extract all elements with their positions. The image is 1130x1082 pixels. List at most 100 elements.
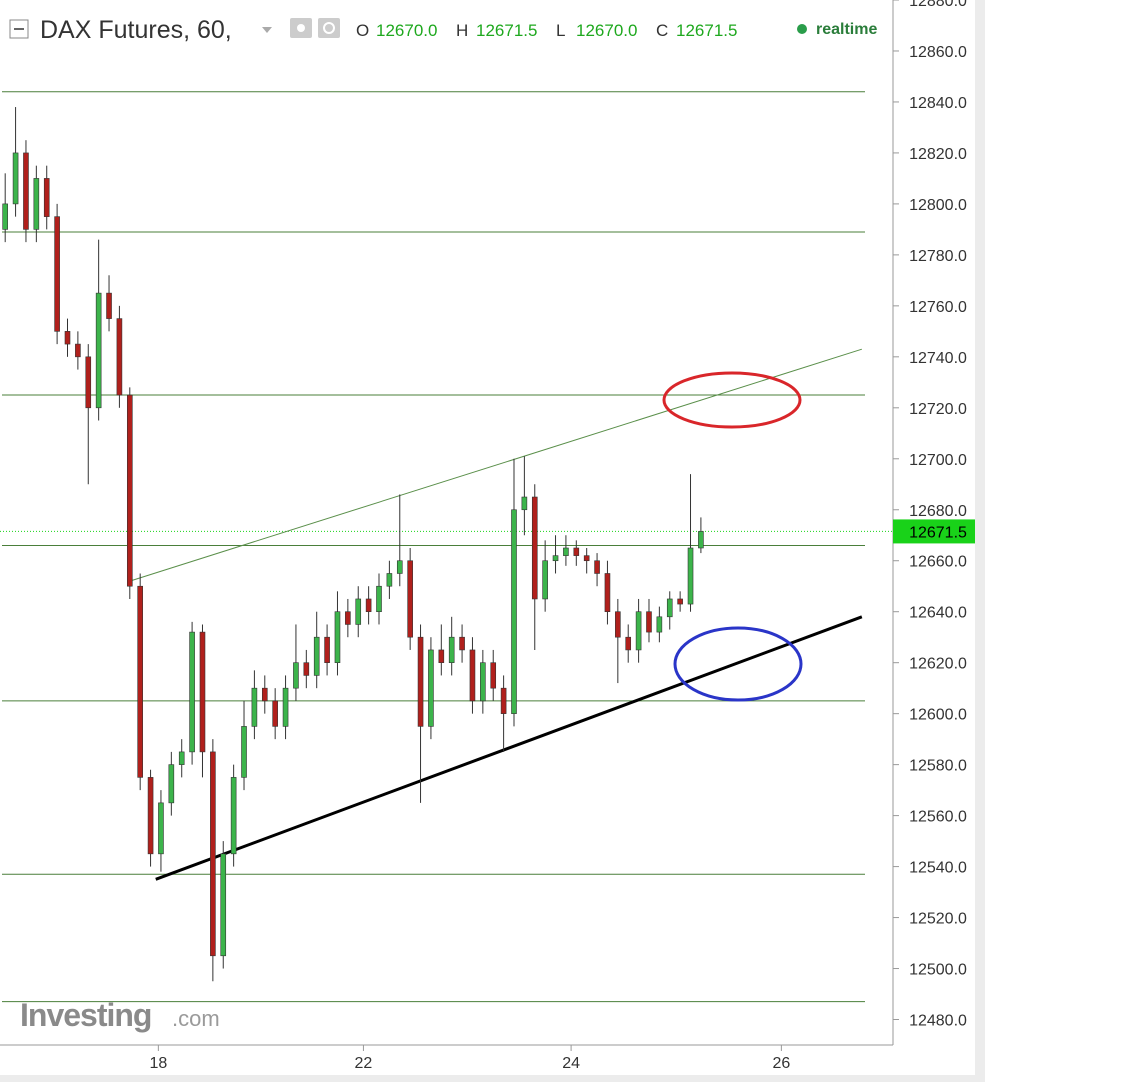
- candle-body: [334, 611, 341, 663]
- y-tick-label: 12540.0: [909, 860, 967, 877]
- candle-body: [365, 598, 372, 613]
- legend-key: L: [556, 21, 565, 40]
- candle-body: [448, 636, 455, 663]
- candle-body: [687, 547, 694, 605]
- candle-body: [635, 611, 642, 651]
- candle-body: [438, 649, 445, 663]
- candle-body: [168, 764, 175, 804]
- candle-body: [293, 662, 299, 689]
- candle-body: [355, 598, 362, 625]
- watermark: Investing .com: [20, 997, 220, 1033]
- dropdown-arrow[interactable]: [262, 27, 272, 33]
- x-tick-label: 22: [355, 1055, 373, 1072]
- settings-icon[interactable]: [318, 18, 340, 38]
- candle-body: [126, 394, 133, 587]
- candle-body: [490, 662, 497, 689]
- candle-body: [656, 616, 663, 633]
- legend-value: 12671.5: [476, 21, 537, 40]
- candle-body: [531, 496, 538, 600]
- y-tick-label: 12840.0: [909, 95, 967, 112]
- trendline: [129, 348, 862, 582]
- y-tick-label: 12640.0: [909, 605, 967, 622]
- candle-body: [324, 636, 330, 663]
- candle-body: [178, 751, 185, 765]
- ohlc-legend: O 12670.0 H 12671.5 L 12670.0 C 12671.5: [356, 21, 737, 40]
- candle-body: [428, 649, 434, 727]
- candle-body: [33, 178, 40, 230]
- x-tick-label: 24: [562, 1055, 580, 1072]
- y-tick-label: 12500.0: [909, 962, 967, 979]
- y-tick-label: 12720.0: [909, 401, 967, 418]
- candle-body: [386, 573, 393, 587]
- last-price-box: [893, 519, 975, 544]
- eye-icon-pupil: [297, 24, 305, 32]
- candle-body: [272, 700, 278, 727]
- candle-body: [563, 547, 569, 556]
- y-tick-label: 12740.0: [909, 350, 967, 367]
- side-strip: [975, 0, 985, 1082]
- y-tick-label: 12680.0: [909, 503, 967, 520]
- candle-body: [407, 560, 413, 638]
- candle-body: [376, 585, 382, 613]
- candle-body: [241, 726, 247, 778]
- x-tick-label: 18: [149, 1055, 167, 1072]
- candle-body: [54, 216, 60, 332]
- status-text: realtime: [816, 21, 877, 38]
- candle-body: [396, 560, 403, 574]
- candle-body: [282, 687, 289, 727]
- candle-body: [511, 509, 517, 714]
- annotation-ellipse: [673, 626, 803, 702]
- y-tick-label: 12480.0: [909, 1013, 967, 1030]
- candle-body: [75, 343, 81, 358]
- y-tick-label: 12660.0: [909, 554, 967, 571]
- candle-body: [137, 585, 143, 778]
- last-price-label: 12671.5: [909, 524, 967, 541]
- candle-body: [147, 777, 154, 855]
- y-tick-label: 12880.0: [909, 0, 967, 10]
- y-tick-label: 12800.0: [909, 197, 967, 214]
- candle-body: [594, 560, 600, 574]
- candle-body: [313, 636, 320, 676]
- y-tick-label: 12820.0: [909, 146, 967, 163]
- annotation-ellipse: [662, 371, 802, 429]
- candle-body: [677, 598, 683, 605]
- candle-body: [220, 853, 227, 957]
- legend-value: 12671.5: [676, 21, 737, 40]
- candle-body: [552, 555, 559, 562]
- candle-body: [251, 687, 258, 727]
- candle-body: [480, 662, 486, 702]
- y-tick-label: 12780.0: [909, 248, 967, 265]
- status-dot: [797, 24, 807, 34]
- plot-area: [0, 91, 893, 1003]
- x-tick-label: 26: [772, 1055, 790, 1072]
- candle-body: [666, 598, 673, 618]
- candle-body: [64, 331, 71, 345]
- bottom-strip: [0, 1075, 985, 1082]
- candle-body: [85, 356, 92, 409]
- y-tick-label: 12700.0: [909, 452, 967, 469]
- y-tick-label: 12760.0: [909, 299, 967, 316]
- candle-body: [646, 611, 652, 633]
- candle-body: [583, 555, 590, 562]
- candle-body: [500, 687, 507, 714]
- candle-body: [116, 318, 123, 396]
- candle-body: [417, 636, 424, 727]
- y-tick-label: 12580.0: [909, 758, 967, 775]
- legend-value: 12670.0: [376, 21, 437, 40]
- legend-key: H: [456, 21, 468, 40]
- candle-body: [521, 496, 528, 511]
- legend-value: 12670.0: [576, 21, 637, 40]
- legend-key: O: [356, 21, 369, 40]
- candle-body: [542, 560, 548, 600]
- y-tick-label: 12560.0: [909, 809, 967, 826]
- candle-body: [12, 152, 19, 205]
- candle-body: [43, 178, 50, 217]
- candle-body: [345, 611, 351, 625]
- watermark-domain: .com: [172, 1006, 220, 1031]
- candle-body: [230, 777, 237, 855]
- candle-body: [615, 611, 621, 638]
- candle-body: [625, 636, 632, 651]
- candle-body: [2, 203, 8, 230]
- trendline: [155, 615, 863, 881]
